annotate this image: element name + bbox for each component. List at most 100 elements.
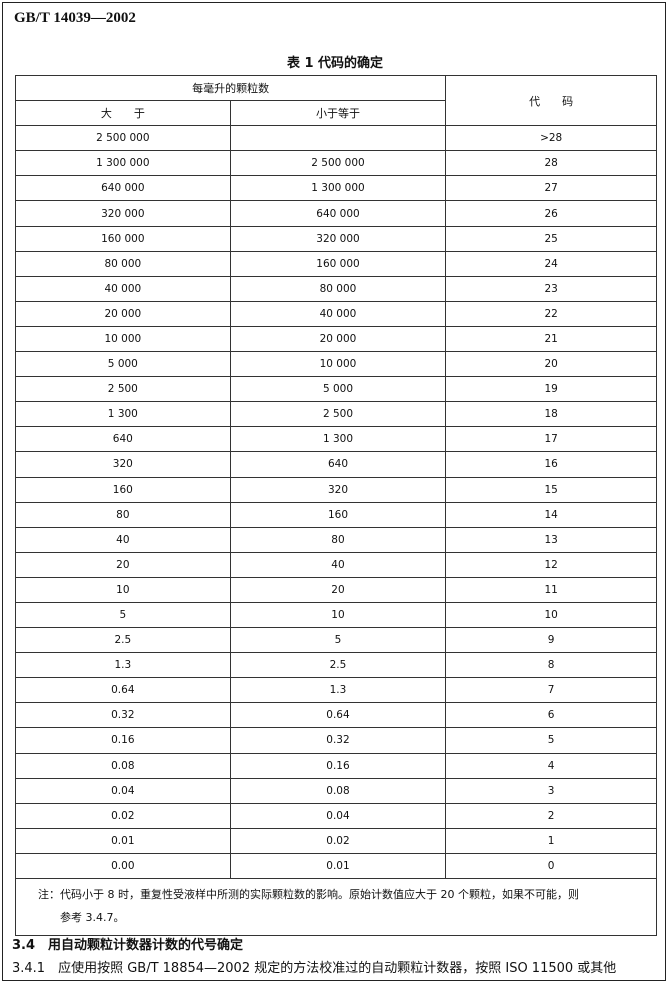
greater-cell: 80 [15, 501, 231, 528]
less-equal-cell: 0.01 [229, 852, 447, 880]
code-cell: 16 [445, 451, 657, 478]
code-cell: 11 [445, 576, 657, 603]
table-row: 320 640 16 [15, 451, 657, 478]
code-cell: 22 [445, 300, 657, 327]
table-row: 80 160 14 [15, 501, 657, 528]
table-row: 640 000 1 300 000 27 [15, 175, 657, 202]
less-equal-cell: 160 [229, 501, 447, 528]
greater-cell: 2 500 [15, 376, 231, 403]
code-cell: 7 [445, 677, 657, 704]
code-cell: 25 [445, 225, 657, 252]
greater-cell: 80 000 [15, 250, 231, 277]
less-equal-cell: 80 [229, 526, 447, 553]
code-cell: 19 [445, 376, 657, 403]
note-line-2: 参考 3.4.7。 [60, 911, 125, 924]
code-cell: 5 [445, 727, 657, 754]
code-cell: 15 [445, 476, 657, 503]
less-equal-cell: 10 000 [229, 351, 447, 378]
code-cell: 18 [445, 401, 657, 428]
table-note: 注：代码小于 8 时，重复性受液样中所测的实际颗粒数的影响。原始计数值应大于 2… [15, 878, 657, 936]
col-greater-header: 大 于 [15, 100, 231, 127]
code-cell: 28 [445, 150, 657, 177]
less-equal-cell: 5 [229, 627, 447, 654]
greater-cell: 0.64 [15, 677, 231, 704]
code-cell: 2 [445, 802, 657, 829]
less-equal-cell: 160 000 [229, 250, 447, 277]
less-equal-cell: 320 [229, 476, 447, 503]
greater-cell: 1.3 [15, 652, 231, 679]
group-header: 每毫升的颗粒数 [14, 74, 447, 102]
table-row: 40 80 13 [15, 526, 657, 553]
greater-cell: 2.5 [15, 627, 231, 654]
code-cell: 1 [445, 827, 657, 854]
table-row: 10 000 20 000 21 [15, 325, 657, 353]
greater-cell: 0.00 [15, 852, 231, 880]
less-equal-cell: 320 000 [229, 225, 447, 252]
table-row: 0.01 0.02 1 [15, 827, 657, 854]
greater-cell: 320 000 [15, 200, 231, 227]
less-equal-cell: 5 000 [229, 376, 447, 403]
table-row: 0.00 0.01 0 [15, 852, 657, 880]
code-cell: 14 [445, 501, 657, 528]
code-cell: >28 [445, 125, 657, 152]
section-3-4-heading: 3.4 用自动颗粒计数器计数的代号确定 [12, 938, 244, 953]
greater-cell: 320 [15, 451, 231, 478]
less-equal-cell: 0.16 [229, 752, 447, 779]
table-row: 80 000 160 000 24 [15, 250, 657, 277]
code-cell: 21 [445, 325, 657, 353]
table-row: 10 20 11 [15, 576, 657, 603]
col-code-header: 代 码 [445, 74, 657, 127]
table-row: 0.32 0.64 6 [15, 702, 657, 729]
greater-cell: 20 [15, 551, 231, 578]
table-row: 160 320 15 [15, 476, 657, 503]
less-equal-cell: 1 300 [229, 426, 447, 453]
code-cell: 8 [445, 652, 657, 679]
code-cell: 9 [445, 627, 657, 654]
table-row: 0.08 0.16 4 [15, 752, 657, 779]
col-less-equal-header: 小于等于 [229, 100, 447, 127]
standard-number: GB/T 14039—2002 [14, 10, 136, 26]
code-table: 每毫升的颗粒数 代 码 大 于 小于等于 2 500 000 >28 1 300 0… [14, 74, 657, 936]
code-cell: 27 [445, 175, 657, 202]
table-row: 5 000 10 000 20 [15, 351, 657, 378]
greater-cell: 160 [15, 476, 231, 503]
table-row: 2.5 5 9 [15, 627, 657, 654]
less-equal-cell: 2 500 [229, 401, 447, 428]
greater-cell: 10 000 [15, 325, 231, 353]
less-equal-cell: 0.32 [229, 727, 447, 754]
greater-cell: 2 500 000 [15, 125, 231, 152]
less-equal-cell: 640 [229, 451, 447, 478]
greater-cell: 0.08 [15, 752, 231, 779]
code-cell: 23 [445, 275, 657, 302]
table-row: 0.16 0.32 5 [15, 727, 657, 754]
greater-cell: 0.32 [15, 702, 231, 729]
code-cell: 24 [445, 250, 657, 277]
table-row: 5 10 10 [15, 601, 657, 629]
greater-cell: 0.01 [15, 827, 231, 854]
table-row: 20 40 12 [15, 551, 657, 578]
less-equal-cell: 80 000 [229, 275, 447, 302]
note-line-1: 注：代码小于 8 时，重复性受液样中所测的实际颗粒数的影响。原始计数值应大于 2… [38, 888, 579, 901]
table-row: 2 500 5 000 19 [15, 376, 657, 403]
code-cell: 26 [445, 200, 657, 227]
less-equal-cell: 0.64 [229, 702, 447, 729]
table-row: 320 000 640 000 26 [15, 200, 657, 227]
code-cell: 4 [445, 752, 657, 779]
less-equal-cell: 1.3 [229, 677, 447, 704]
code-cell: 20 [445, 351, 657, 378]
greater-cell: 640 [15, 426, 231, 453]
less-equal-cell: 0.08 [229, 777, 447, 804]
less-equal-cell [229, 125, 447, 152]
code-cell: 12 [445, 551, 657, 578]
less-equal-cell: 1 300 000 [229, 175, 447, 202]
table-row: 160 000 320 000 25 [15, 225, 657, 252]
table-row: 2 500 000 >28 [15, 125, 657, 152]
table-row: 20 000 40 000 22 [15, 300, 657, 327]
code-cell: 6 [445, 702, 657, 729]
table-row: 1.3 2.5 8 [15, 652, 657, 679]
greater-cell: 10 [15, 576, 231, 603]
less-equal-cell: 0.02 [229, 827, 447, 854]
code-cell: 17 [445, 426, 657, 453]
section-3-4-1-text: 3.4.1 应使用按照 GB/T 18854—2002 规定的方法校准过的自动颗… [12, 961, 617, 976]
